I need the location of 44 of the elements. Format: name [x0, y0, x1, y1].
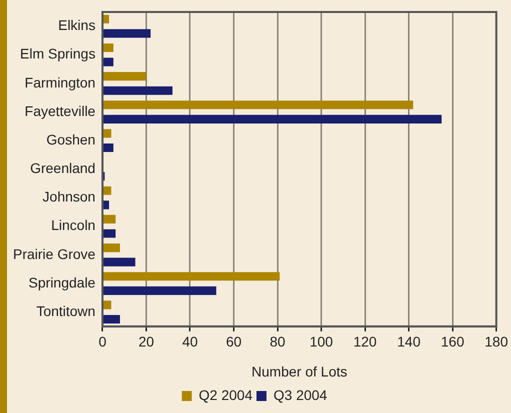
bar	[103, 114, 442, 124]
bar	[103, 43, 114, 52]
bar	[103, 58, 114, 66]
bar	[103, 229, 116, 238]
legend-label: Q3 2004	[274, 386, 328, 403]
y-tick-label: Prairie Grove	[13, 246, 96, 262]
bar	[103, 272, 280, 281]
bar	[103, 314, 120, 324]
y-tick-label: Johnson	[42, 188, 96, 205]
y-tick-label: Tontitown	[36, 302, 96, 319]
bar	[103, 258, 136, 266]
bar	[103, 143, 114, 152]
bar	[103, 29, 151, 38]
bar	[103, 286, 216, 295]
y-tick-label: Fayetteville	[24, 102, 96, 119]
y-tick-label: Springdale	[28, 274, 96, 290]
y-tick-label: Greenland	[30, 160, 96, 176]
x-tick-label: 140	[397, 334, 421, 350]
x-tick-label: 40	[182, 334, 198, 350]
x-tick-label: 120	[353, 334, 377, 350]
y-tick-label: Goshen	[46, 131, 96, 148]
x-tick-label: 180	[484, 334, 508, 350]
y-tick-label: Farmington	[24, 74, 96, 90]
bar	[103, 186, 112, 195]
x-tick-label: 60	[226, 334, 242, 350]
bar	[103, 86, 172, 95]
bar	[103, 244, 120, 252]
bar	[103, 129, 112, 138]
y-tick-label: Elkins	[58, 17, 96, 34]
x-tick-label: 100	[310, 334, 334, 350]
legend-label: Q2 2004	[198, 386, 253, 403]
bar	[103, 100, 414, 110]
y-tick-label: Lincoln	[51, 217, 96, 234]
x-axis-title: Number of Lots	[252, 363, 348, 380]
bar	[103, 214, 116, 224]
x-tick-label: 80	[270, 334, 286, 350]
x-tick-label: 160	[440, 334, 464, 350]
bar	[103, 300, 112, 310]
bar	[103, 72, 146, 81]
bar	[103, 14, 110, 24]
x-tick-label: 20	[138, 334, 154, 350]
bar	[103, 200, 110, 210]
x-tick-label: 0	[98, 334, 107, 350]
y-tick-label: Elm Springs	[20, 46, 96, 62]
